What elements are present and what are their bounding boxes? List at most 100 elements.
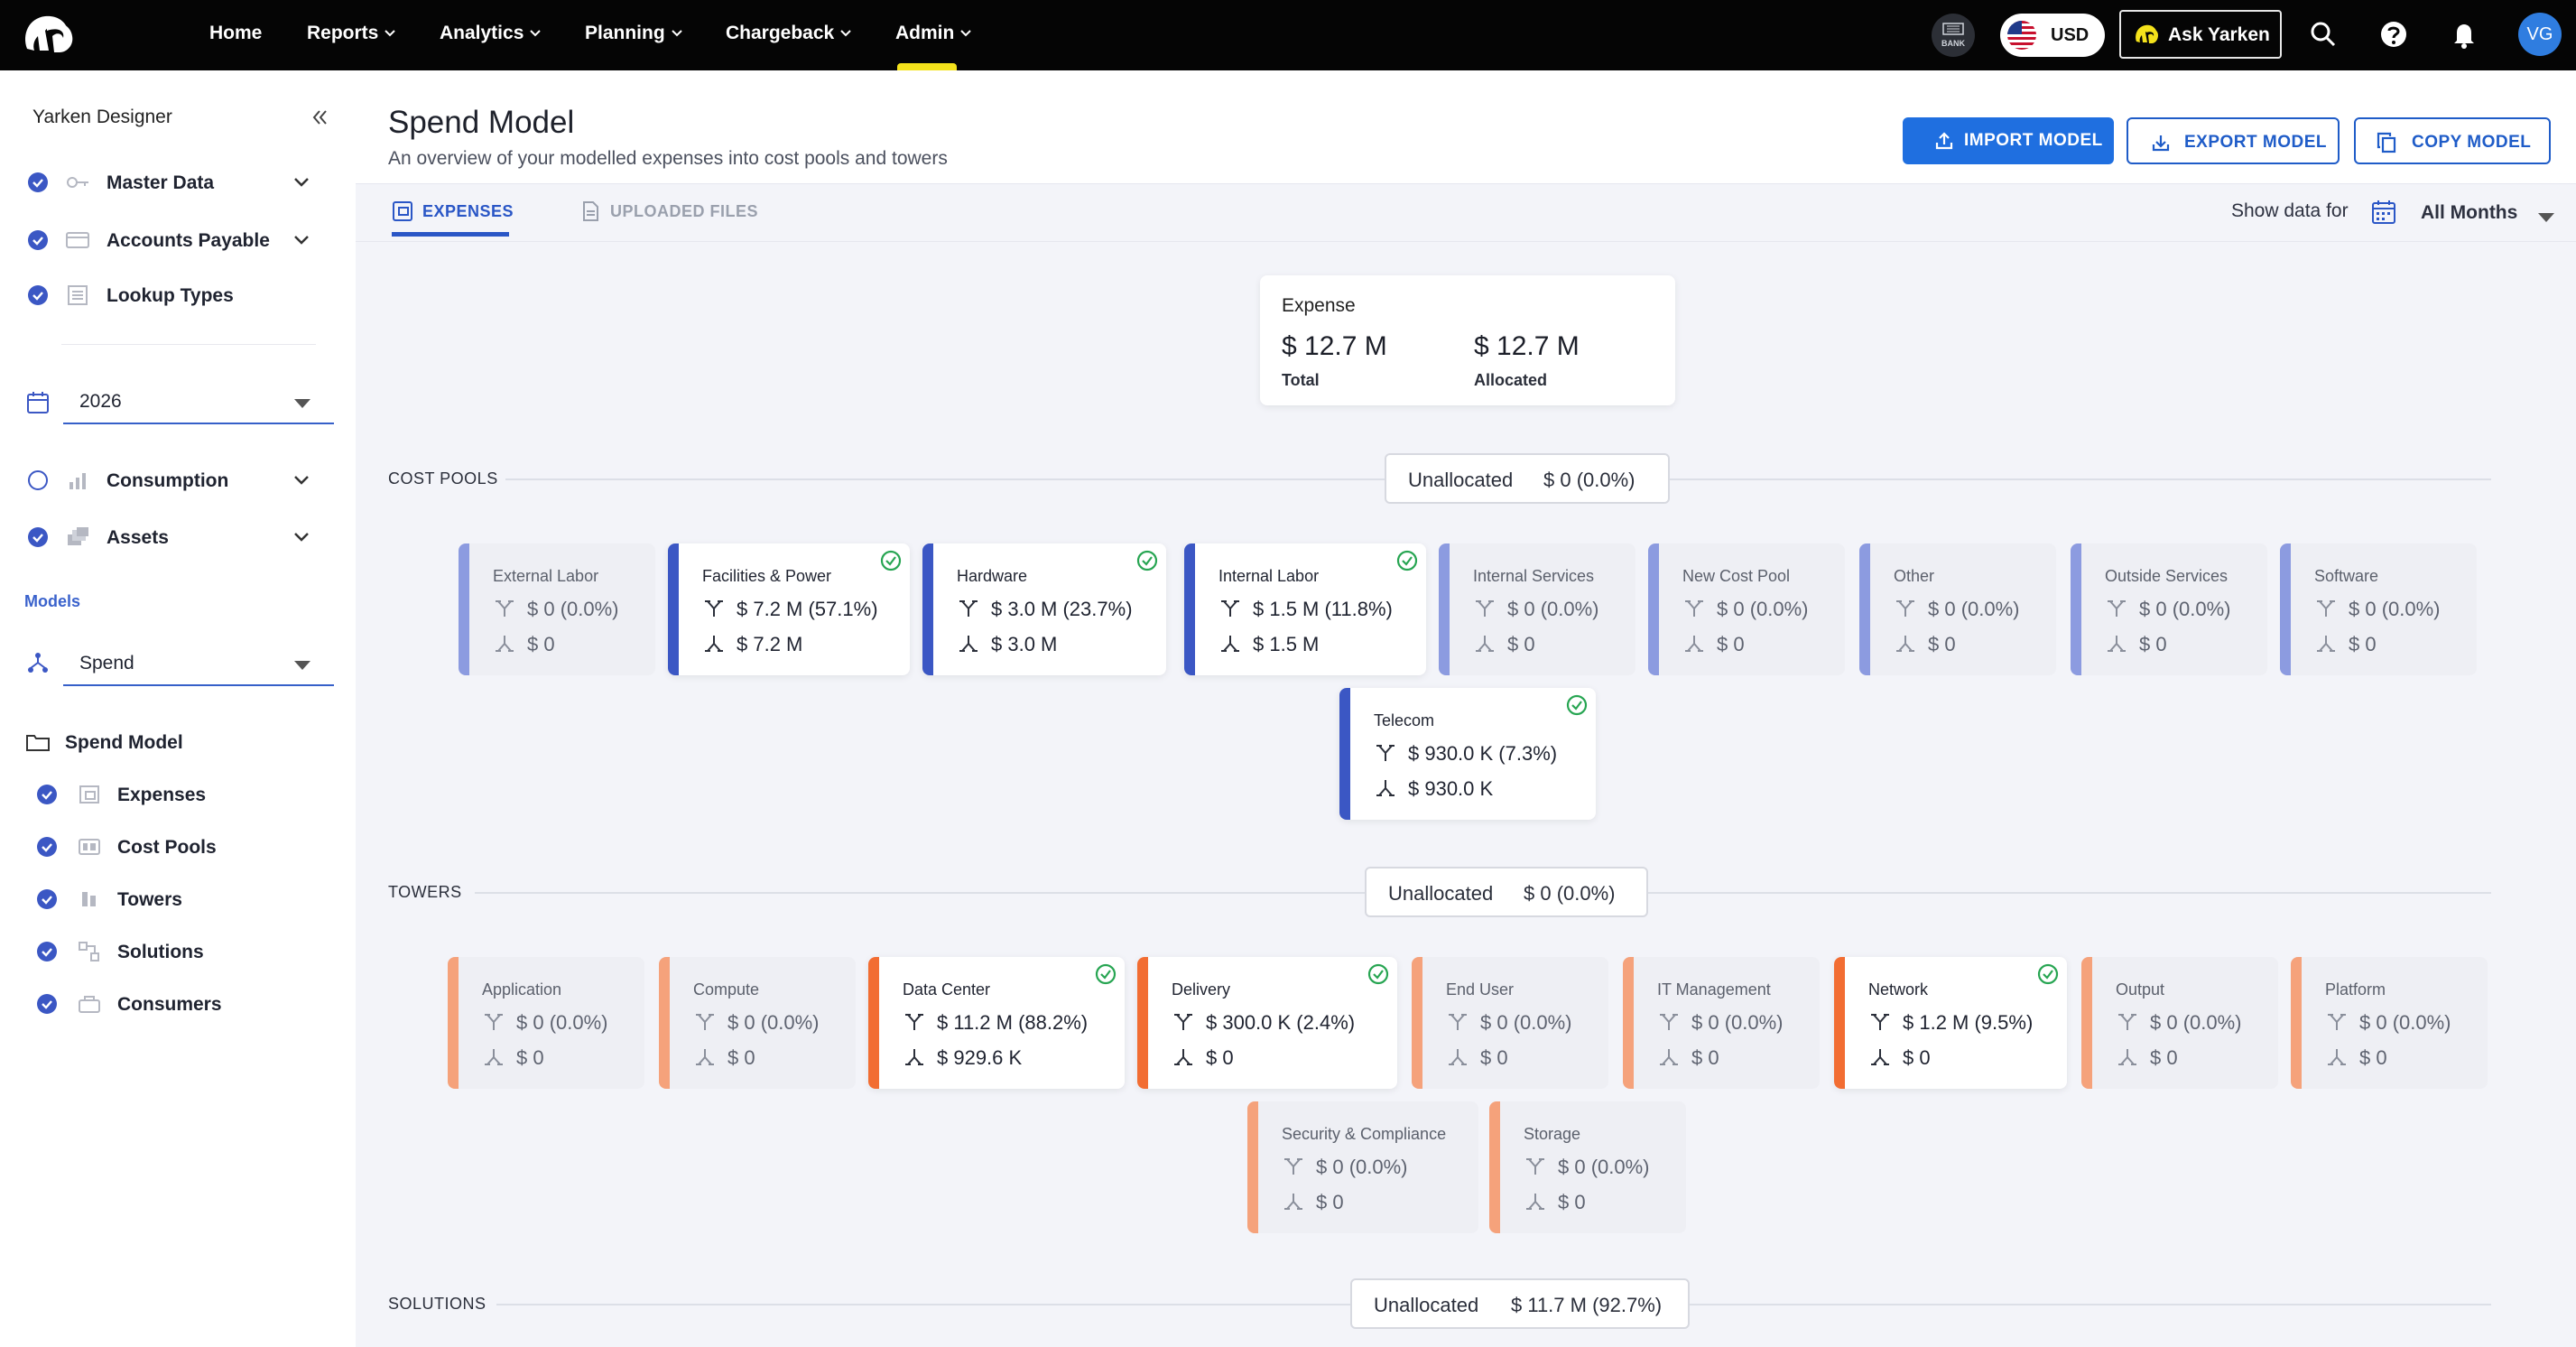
cost-pool-card[interactable]: Hardware $ 3.0 M (23.7%) $ 3.0 M	[922, 543, 1166, 675]
search-icon[interactable]	[2305, 16, 2341, 52]
tower-card[interactable]: Compute $ 0 (0.0%) $ 0	[659, 957, 856, 1089]
sidebar-item-accounts-payable[interactable]: Accounts Payable	[0, 222, 356, 258]
nav-chargeback[interactable]: Chargeback	[726, 0, 852, 70]
tower-card[interactable]: Output $ 0 (0.0%) $ 0	[2081, 957, 2278, 1089]
calendar-icon[interactable]	[2370, 199, 2397, 226]
sidebar-item-assets[interactable]: Assets	[0, 519, 356, 555]
tower-color-bar	[1834, 957, 1845, 1089]
tower-color-bar	[1412, 957, 1422, 1089]
cost-pool-card[interactable]: New Cost Pool $ 0 (0.0%) $ 0	[1648, 543, 1845, 675]
period-select[interactable]: All Months	[2421, 202, 2518, 223]
chevron-down-icon[interactable]	[291, 173, 312, 191]
cost-pool-outgoing: $ 0	[2316, 633, 2377, 656]
check-circle-outline-icon	[1136, 550, 1158, 571]
section-divider	[1670, 478, 2491, 480]
tower-name: Network	[1868, 980, 1929, 999]
expense-total-value: $ 12.7 M	[1282, 331, 1387, 361]
dropdown-arrow-icon	[294, 399, 310, 408]
tower-card[interactable]: Platform $ 0 (0.0%) $ 0	[2291, 957, 2488, 1089]
active-tab-indicator	[392, 232, 509, 237]
cost-pool-card[interactable]: Facilities & Power $ 7.2 M (57.1%) $ 7.2 M	[668, 543, 910, 675]
cost-pools-section-label: COST POOLS	[388, 469, 498, 488]
models-section-label: Models	[24, 592, 81, 610]
year-select[interactable]: 2026	[63, 379, 334, 424]
tower-card[interactable]: Data Center $ 11.2 M (88.2%) $ 929.6 K	[868, 957, 1125, 1089]
tower-card[interactable]: Storage $ 0 (0.0%) $ 0	[1489, 1101, 1686, 1233]
sidebar-folder-spend-model[interactable]: Spend Model	[0, 724, 356, 760]
sidebar-item-expenses[interactable]: Expenses	[0, 776, 356, 813]
tower-card[interactable]: IT Management $ 0 (0.0%) $ 0	[1623, 957, 1820, 1089]
nav-planning[interactable]: Planning	[585, 0, 683, 70]
cost-pool-card[interactable]: Outside Services $ 0 (0.0%) $ 0	[2071, 543, 2267, 675]
tower-card[interactable]: Delivery $ 300.0 K (2.4%) $ 0	[1137, 957, 1397, 1089]
cost-pool-name: Outside Services	[2105, 567, 2229, 585]
ask-yarken-button[interactable]: Ask Yarken	[2119, 10, 2282, 59]
merge-icon	[1221, 600, 1239, 617]
help-icon[interactable]	[2376, 16, 2412, 52]
split-icon	[959, 636, 978, 652]
cost-pool-color-bar	[459, 543, 469, 675]
cost-pool-card[interactable]: Software $ 0 (0.0%) $ 0	[2280, 543, 2477, 675]
chevron-down-icon[interactable]	[291, 528, 312, 546]
export-model-button[interactable]: EXPORT MODEL	[2127, 117, 2340, 164]
bank-icon	[1942, 23, 1964, 35]
tower-card[interactable]: Security & Compliance $ 0 (0.0%) $ 0	[1247, 1101, 1478, 1233]
sidebar-item-solutions[interactable]: Solutions	[0, 934, 356, 970]
towers-unallocated[interactable]: Unallocated $ 0 (0.0%)	[1365, 867, 1648, 917]
cost-pools-unallocated[interactable]: Unallocated $ 0 (0.0%)	[1385, 453, 1670, 504]
tower-card[interactable]: End User $ 0 (0.0%) $ 0	[1412, 957, 1608, 1089]
cost-pool-name: Hardware	[957, 567, 1028, 585]
copy-model-button[interactable]: COPY MODEL	[2354, 117, 2551, 164]
cost-pool-color-bar	[2071, 543, 2081, 675]
cost-pool-card[interactable]: Internal Labor $ 1.5 M (11.8%) $ 1.5 M	[1184, 543, 1426, 675]
sidebar-item-lookup-types[interactable]: Lookup Types	[0, 277, 356, 313]
tower-card[interactable]: Network $ 1.2 M (9.5%) $ 0	[1834, 957, 2067, 1089]
expense-summary-card[interactable]: Expense $ 12.7 M Total $ 12.7 M Allocate…	[1260, 275, 1675, 405]
bank-badge[interactable]: BANK	[1932, 14, 1975, 57]
yarken-logo-icon[interactable]	[20, 13, 76, 58]
check-circle-icon	[37, 889, 57, 909]
merge-icon	[1685, 600, 1703, 617]
nav-reports[interactable]: Reports	[307, 0, 396, 70]
solutions-icon	[79, 942, 99, 961]
split-icon	[1449, 1049, 1467, 1065]
nav-admin[interactable]: Admin	[895, 0, 972, 70]
solutions-unallocated[interactable]: Unallocated $ 11.7 M (92.7%)	[1350, 1278, 1690, 1329]
cost-pool-card[interactable]: Internal Services $ 0 (0.0%) $ 0	[1439, 543, 1635, 675]
cost-pool-incoming: $ 0 (0.0%)	[2107, 598, 2231, 621]
nav-home[interactable]: Home	[209, 23, 263, 43]
sidebar-item-consumers[interactable]: Consumers	[0, 986, 356, 1022]
model-select[interactable]: Spend	[63, 641, 334, 686]
tower-outgoing: $ 0	[2117, 1046, 2178, 1070]
check-circle-icon	[28, 527, 48, 547]
sidebar-item-towers[interactable]: Towers	[0, 881, 356, 917]
cost-pool-name: Internal Labor	[1219, 567, 1320, 585]
import-model-button[interactable]: IMPORT MODEL	[1903, 117, 2114, 164]
section-divider	[475, 892, 1367, 894]
merge-icon	[2328, 1014, 2346, 1030]
section-divider	[1648, 892, 2491, 894]
sidebar-item-consumption[interactable]: Consumption	[0, 462, 356, 498]
notification-bell-icon[interactable]	[2446, 16, 2482, 52]
cost-pool-outgoing: $ 0	[2107, 633, 2167, 656]
tower-card[interactable]: Application $ 0 (0.0%) $ 0	[448, 957, 644, 1089]
expenses-tab-icon	[393, 201, 412, 221]
cost-pool-card[interactable]: External Labor $ 0 (0.0%) $ 0	[459, 543, 655, 675]
expense-allocated-value: $ 12.7 M	[1474, 331, 1580, 361]
sidebar-item-cost-pools[interactable]: Cost Pools	[0, 829, 356, 865]
cost-pool-name: External Labor	[493, 567, 599, 585]
chevron-down-icon	[840, 30, 851, 37]
collapse-sidebar-icon[interactable]	[307, 105, 332, 130]
currency-selector[interactable]: USD	[2000, 14, 2105, 57]
chevron-down-icon[interactable]	[291, 231, 312, 249]
nav-analytics[interactable]: Analytics	[440, 0, 542, 70]
user-avatar[interactable]: VG	[2518, 13, 2562, 56]
sidebar-item-master-data[interactable]: Master Data	[0, 164, 356, 200]
cost-pool-incoming: $ 3.0 M (23.7%)	[959, 598, 1133, 621]
merge-icon	[2317, 600, 2335, 617]
dropdown-arrow-icon[interactable]	[2538, 213, 2554, 222]
cost-pool-card[interactable]: Telecom $ 930.0 K (7.3%) $ 930.0 K	[1339, 688, 1596, 820]
cost-pool-card[interactable]: Other $ 0 (0.0%) $ 0	[1859, 543, 2056, 675]
merge-icon	[1174, 1014, 1192, 1030]
chevron-down-icon[interactable]	[291, 471, 312, 489]
